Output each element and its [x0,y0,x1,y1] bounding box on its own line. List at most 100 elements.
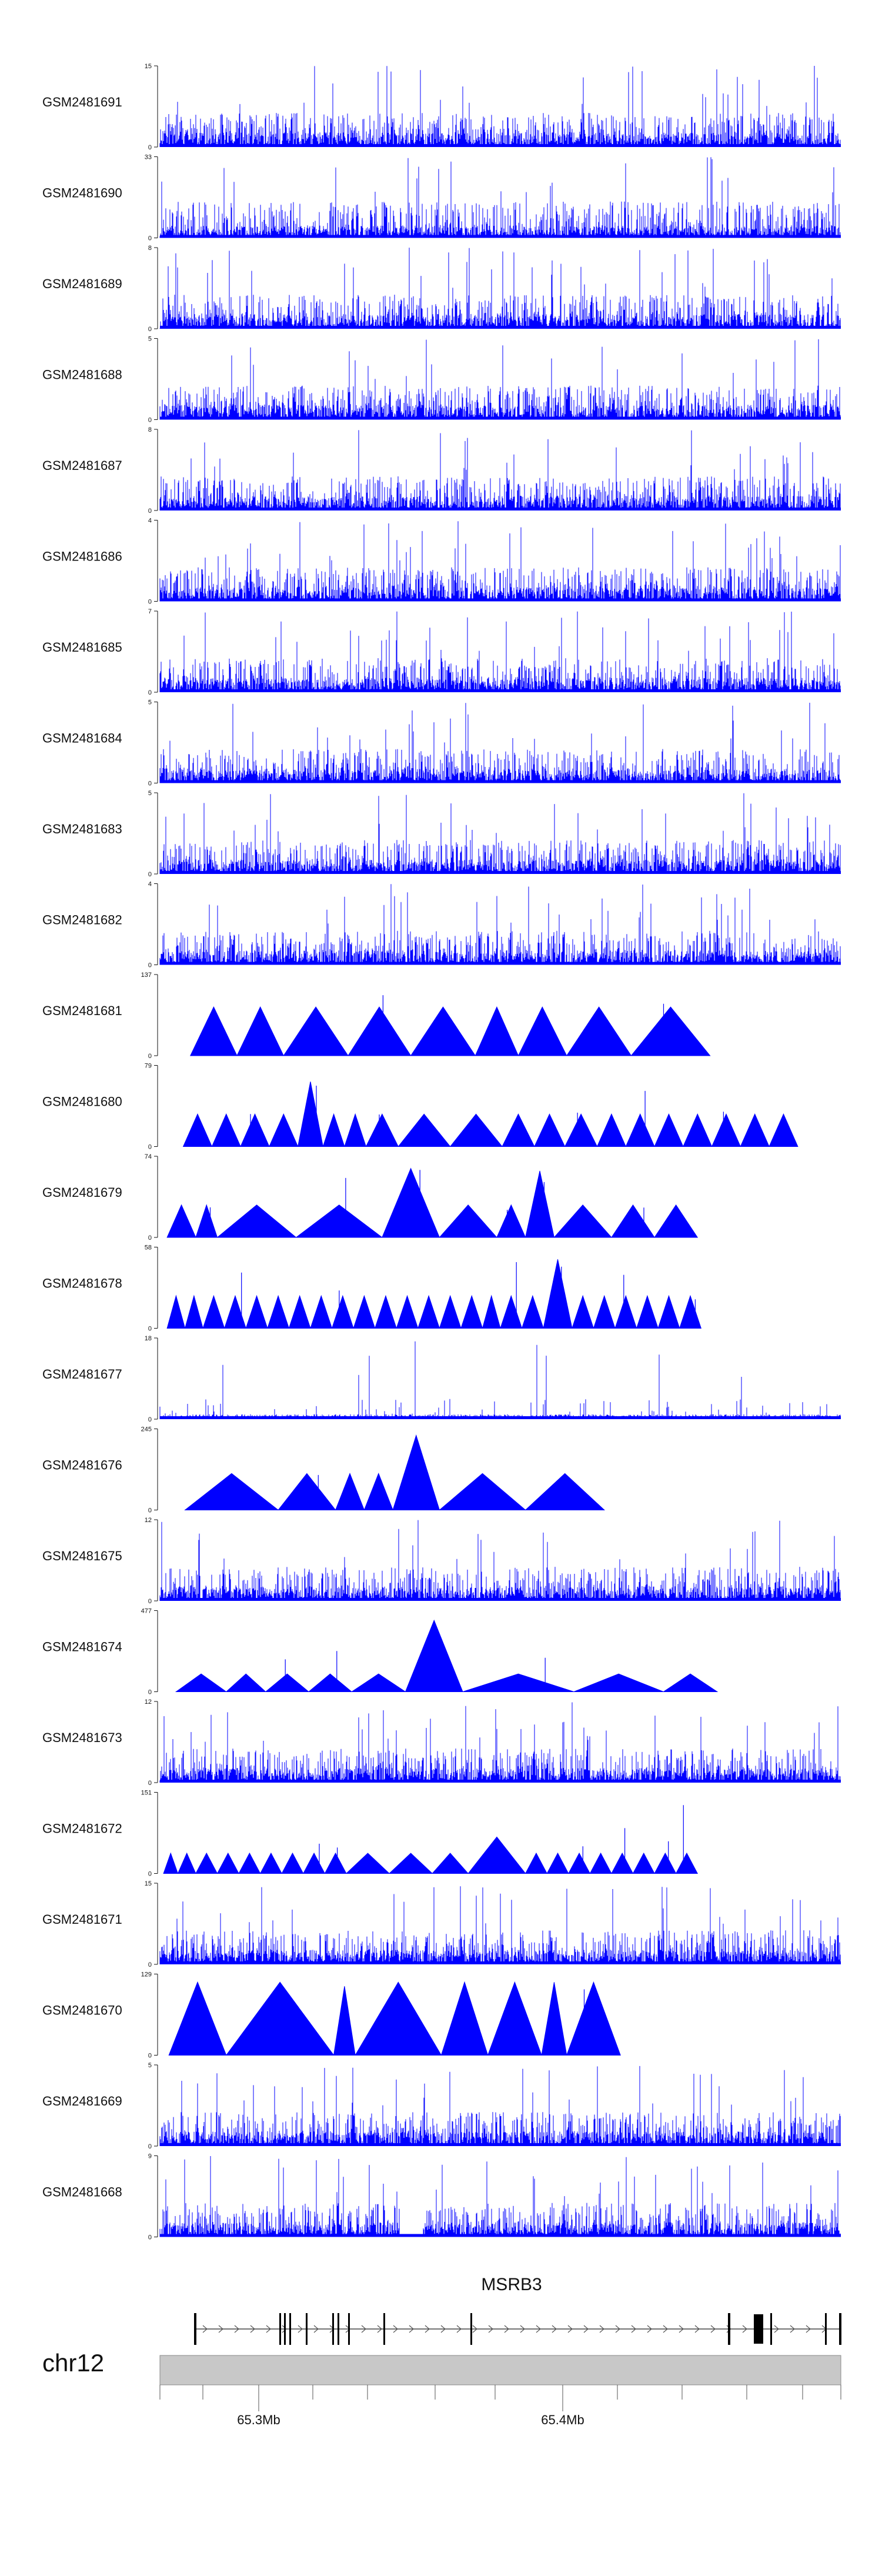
peak-15 [567,1852,591,1874]
track-GSM2481689: GSM2481689 8 0 [42,245,841,333]
gene-exon-9 [470,2313,472,2345]
gene-exon-2 [284,2313,286,2345]
track-GSM2481668: GSM2481668 9 0 [42,2153,841,2241]
peak-14 [546,1852,569,1874]
peak-5 [439,1473,527,1510]
track-GSM2481683: GSM2481683 5 0 [42,790,841,878]
peak-0 [182,1113,213,1147]
y-axis-min-label: 0 [148,962,152,969]
peak-12 [417,1294,440,1329]
peak-11 [432,1853,469,1874]
track-GSM2481684: GSM2481684 5 0 [42,699,841,788]
peak-12 [564,1113,598,1147]
peak-6 [288,1294,311,1329]
peak-1 [211,1113,241,1147]
peak-5 [322,1113,345,1147]
peak-4 [298,1082,323,1147]
track-GSM2481685: GSM2481685 7 0 [42,608,841,696]
y-axis-min-label: 0 [148,1144,152,1151]
peak-19 [572,1294,594,1329]
peak-0 [184,1473,279,1510]
peak-10 [654,1204,699,1238]
signal-coverage [159,157,841,238]
signal-coverage [159,884,841,965]
y-axis-min-label: 0 [148,1961,152,1968]
gene-exon-3 [289,2313,291,2345]
peak-13 [596,1113,627,1147]
peak-4 [238,1852,261,1874]
gene-exon-11 [754,2314,763,2344]
track-GSM2481674: GSM2481674 477 0 [42,1608,719,1696]
track-GSM2481679: GSM2481679 74 0 [42,1153,699,1242]
y-axis-max-label: 12 [145,1699,152,1706]
signal-spikes [319,1805,684,1874]
peak-1 [236,1006,285,1056]
track-label: GSM2481688 [42,368,122,382]
track-label: GSM2481670 [42,2003,122,2018]
signal-coverage [159,66,841,147]
y-axis-max-label: 137 [141,972,152,979]
track-GSM2481678: GSM2481678 58 0 [42,1244,701,1333]
y-axis-min-label: 0 [148,2234,152,2241]
peak-17 [711,1113,741,1147]
signal-baseline [160,780,841,783]
peak-6 [524,1473,606,1510]
peak-2 [240,1113,270,1147]
peak-18 [543,1259,573,1329]
y-axis-min-label: 0 [148,508,152,515]
track-GSM2481691: GSM2481691 15 0 [42,63,841,151]
y-axis-max-label: 477 [141,1608,152,1615]
peak-15 [482,1294,501,1329]
track-label: GSM2481677 [42,1367,122,1382]
peak-8 [630,1006,711,1056]
y-axis-min-label: 0 [148,1780,152,1787]
peak-1 [177,1852,196,1874]
signal-baseline [160,235,841,238]
track-GSM2481682: GSM2481682 4 0 [42,881,841,969]
peak-1 [195,1204,218,1238]
track-label: GSM2481671 [42,1912,122,1927]
y-axis-min-label: 0 [148,144,152,151]
gene-exon-0 [194,2313,196,2345]
track-GSM2481672: GSM2481672 151 0 [42,1790,699,1878]
signal-spikes [209,1170,644,1237]
gene-exon-7 [348,2313,350,2345]
peak-16 [589,1852,612,1874]
track-GSM2481676: GSM2481676 245 0 [42,1426,606,1514]
signal-baseline [160,1780,841,1783]
y-axis-max-label: 33 [145,154,152,161]
peak-7 [310,1294,333,1329]
peak-2 [216,1204,297,1238]
peak-19 [769,1113,799,1147]
peak-0 [175,1673,228,1692]
y-axis-max-label: 4 [148,881,152,888]
chromosome-bar [159,2355,841,2385]
y-axis-min-label: 0 [148,1871,152,1878]
gene-exon-12 [770,2313,772,2345]
peak-5 [475,1006,519,1056]
chromosome-tick-label-1: 65.3Mb [237,2413,280,2427]
signal-coverage [159,793,841,874]
peak-3 [216,1852,239,1874]
y-axis-min-label: 0 [148,689,152,696]
peak-8 [331,1294,354,1329]
peak-19 [654,1852,677,1874]
peak-20 [675,1852,699,1874]
peak-17 [611,1852,634,1874]
y-axis-min-label: 0 [148,1416,152,1423]
peak-7 [525,1170,555,1238]
peak-3 [355,1981,442,2056]
peak-6 [496,1204,526,1238]
track-GSM2481673: GSM2481673 12 0 [42,1699,841,1787]
peak-18 [740,1113,770,1147]
signal-coverage [159,248,841,329]
peak-3 [363,1473,393,1510]
y-axis-max-label: 7 [148,608,152,615]
peak-1 [225,1673,267,1692]
track-label: GSM2481678 [42,1276,122,1291]
track-label: GSM2481682 [42,913,122,927]
peak-6 [344,1113,367,1147]
gene-exon-5 [332,2313,334,2345]
track-GSM2481669: GSM2481669 5 0 [42,2062,841,2150]
